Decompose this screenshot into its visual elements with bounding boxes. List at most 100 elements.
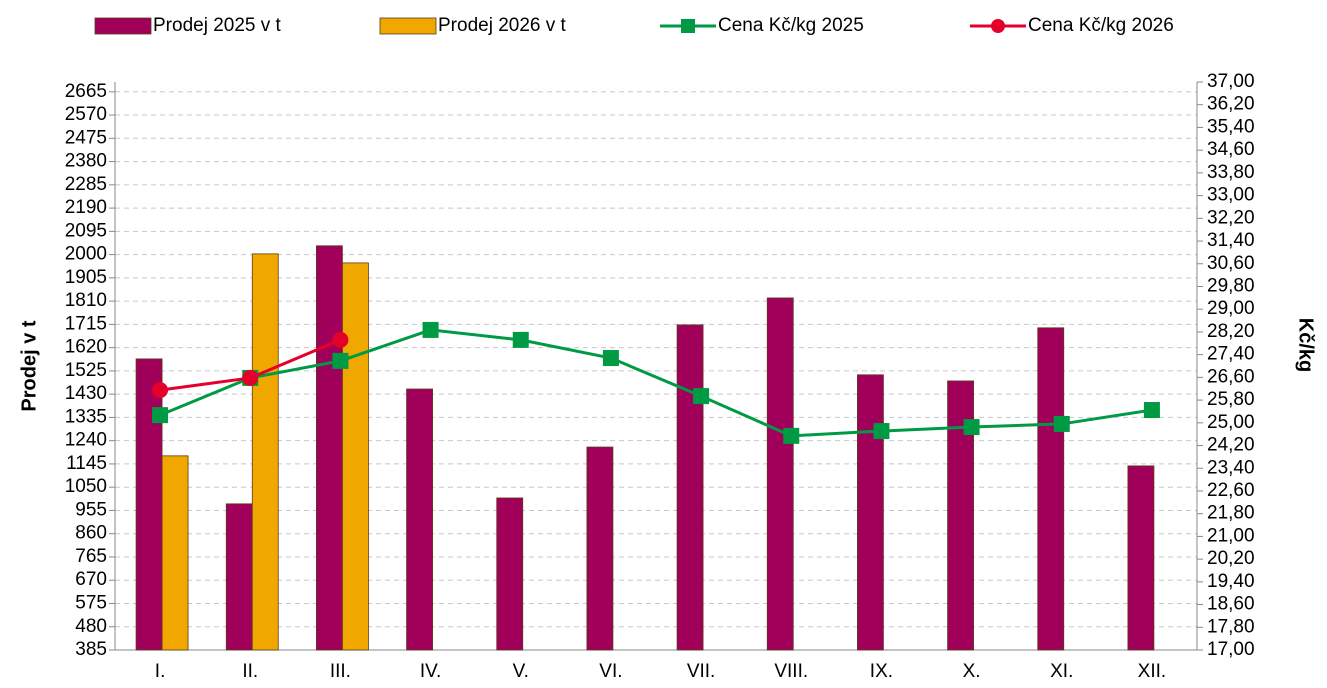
y2-axis-title: Kč/kg — [1295, 318, 1317, 372]
marker — [963, 419, 980, 436]
y-tick-label: 1050 — [65, 476, 107, 497]
y2-tick-label: 31,40 — [1207, 230, 1255, 251]
legend-swatch — [94, 17, 152, 35]
bar — [766, 297, 794, 651]
y2-tick-label: 20,20 — [1207, 548, 1255, 569]
y-tick-label: 670 — [75, 569, 107, 590]
y2-tick-label: 23,40 — [1207, 457, 1255, 478]
y-tick-label: 860 — [75, 523, 107, 544]
bar — [1037, 327, 1065, 651]
marker — [693, 388, 710, 405]
bar — [857, 374, 884, 651]
x-tick-label: XII. — [1138, 661, 1167, 682]
x-tick-label: II. — [242, 661, 258, 682]
y2-tick-label: 35,40 — [1207, 116, 1255, 137]
line — [159, 328, 1153, 438]
y-axis-title: Prodej v t — [18, 320, 40, 411]
y-tick-label: 575 — [75, 592, 107, 613]
y2-tick-label: 17,80 — [1207, 616, 1255, 637]
marker — [332, 352, 349, 369]
y-tick-label: 2665 — [65, 81, 107, 102]
y2-tick-label: 22,60 — [1207, 480, 1255, 501]
y-tick-label: 2190 — [65, 197, 107, 218]
bar — [135, 358, 163, 651]
y2-tick-label: 33,80 — [1207, 162, 1255, 183]
y-tick-label: 1810 — [65, 290, 107, 311]
bar — [316, 245, 343, 651]
x-tick-label: IX. — [870, 661, 893, 682]
bar — [406, 388, 433, 651]
x-tick-label: IV. — [420, 661, 442, 682]
y-tick-label: 2095 — [65, 220, 107, 241]
x-tick-label: VII. — [687, 661, 716, 682]
y-tick-label: 1620 — [65, 337, 107, 358]
y2-tick-label: 36,20 — [1207, 94, 1255, 115]
y2-tick-label: 28,20 — [1207, 321, 1255, 342]
x-tick-label: XI. — [1050, 661, 1073, 682]
marker — [783, 427, 800, 444]
legend-label: Cena Kč/kg 2026 — [1028, 15, 1174, 36]
marker — [152, 382, 169, 399]
y2-tick-label: 32,20 — [1207, 207, 1255, 228]
y-tick-label: 1240 — [65, 430, 107, 451]
y-tick-label: 480 — [75, 616, 107, 637]
y2-tick-label: 34,60 — [1207, 139, 1255, 160]
bar — [1127, 465, 1155, 651]
y-tick-label: 1145 — [66, 453, 107, 474]
y2-tick-label: 26,60 — [1207, 366, 1255, 387]
marker — [242, 369, 259, 386]
y-tick-label: 385 — [75, 639, 107, 660]
bar — [225, 503, 253, 651]
y2-tick-label: 19,40 — [1207, 571, 1255, 592]
y2-tick-label: 27,40 — [1207, 344, 1255, 365]
marker — [422, 321, 439, 338]
y-tick-label: 1430 — [65, 383, 107, 404]
marker — [512, 331, 529, 348]
y-tick-label: 2475 — [65, 127, 107, 148]
marker — [152, 407, 169, 424]
y-tick-label: 1335 — [65, 406, 107, 427]
y-tick-label: 1525 — [65, 360, 107, 381]
legend-swatch — [379, 17, 437, 35]
y2-tick-label: 24,20 — [1207, 435, 1255, 456]
x-tick-label: VI. — [599, 661, 622, 682]
marker — [1143, 402, 1160, 419]
bar — [251, 253, 279, 651]
bar — [586, 446, 614, 651]
y-tick-label: 1905 — [65, 267, 107, 288]
marker — [332, 331, 349, 348]
y2-tick-label: 29,00 — [1207, 298, 1255, 319]
legend-label: Prodej 2025 v t — [153, 15, 282, 36]
x-tick-label: X. — [963, 661, 981, 682]
marker — [602, 350, 619, 367]
y2-tick-label: 25,80 — [1207, 389, 1255, 410]
x-tick-label: VIII. — [774, 661, 808, 682]
y2-tick-label: 33,00 — [1207, 185, 1255, 206]
bar — [161, 455, 189, 651]
y2-tick-label: 30,60 — [1207, 253, 1255, 274]
y2-tick-label: 29,80 — [1207, 275, 1255, 296]
y-tick-label: 1715 — [65, 313, 107, 334]
y2-tick-label: 18,60 — [1207, 594, 1255, 615]
bar — [342, 262, 369, 651]
legend-marker — [681, 19, 695, 33]
y-tick-label: 2285 — [65, 174, 107, 195]
x-tick-label: III. — [330, 661, 351, 682]
bar — [676, 324, 704, 651]
y-tick-label: 2000 — [65, 244, 107, 265]
legend-label: Prodej 2026 v t — [438, 15, 567, 36]
bar — [496, 497, 524, 651]
y-tick-label: 2570 — [65, 104, 107, 125]
y2-tick-label: 21,00 — [1207, 525, 1255, 546]
x-tick-label: V. — [513, 661, 529, 682]
x-tick-label: I. — [155, 661, 166, 682]
legend-label: Cena Kč/kg 2025 — [718, 15, 864, 36]
marker — [873, 423, 890, 440]
y2-tick-label: 21,80 — [1207, 503, 1255, 524]
legend-marker — [991, 19, 1005, 33]
y2-tick-label: 25,00 — [1207, 412, 1255, 433]
y2-tick-label: 37,00 — [1207, 71, 1255, 92]
marker — [1053, 415, 1070, 432]
y-tick-label: 2380 — [65, 151, 107, 172]
